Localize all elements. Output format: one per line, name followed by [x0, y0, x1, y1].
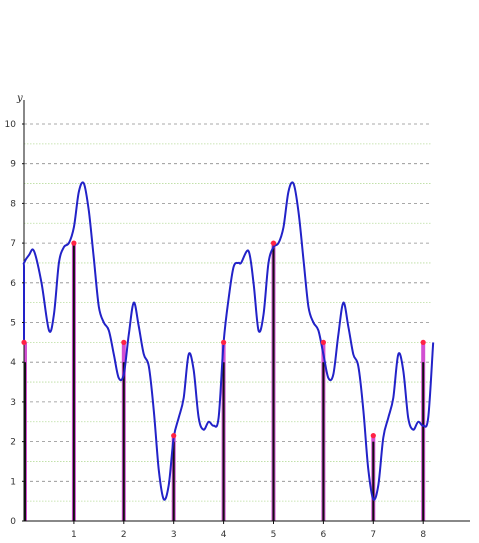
sample-point — [320, 339, 326, 345]
y-tick-label: 9 — [10, 160, 16, 170]
bar-floor — [24, 362, 26, 521]
x-tick-label: 6 — [321, 530, 327, 540]
y-tick-label: 1 — [10, 477, 16, 487]
sample-point — [71, 240, 77, 246]
y-tick-label: 5 — [10, 319, 16, 329]
sample-point — [121, 339, 127, 345]
y-tick-label: 8 — [10, 199, 16, 209]
minor-gridlines — [24, 143, 432, 502]
bar-floor — [172, 441, 175, 521]
y-tick-label: 6 — [10, 279, 16, 289]
major-gridlines — [24, 123, 432, 482]
y-tick-label: 3 — [10, 398, 16, 408]
x-tick-label: 2 — [121, 530, 127, 540]
sample-point — [270, 240, 277, 246]
axes — [23, 100, 470, 522]
y-tick-label: 2 — [10, 438, 16, 448]
y-tick-label: 0 — [10, 517, 16, 527]
y-tick-label: 4 — [10, 358, 16, 368]
bar-floor — [372, 441, 375, 521]
y-tick-label: 7 — [10, 239, 16, 249]
step-bars — [24, 243, 426, 521]
bar-floor — [72, 243, 75, 521]
y-tick-label: 10 — [5, 120, 17, 130]
bar-floor — [122, 362, 125, 521]
sample-point — [171, 433, 177, 439]
x-tick-label: 1 — [71, 530, 77, 540]
x-tick-label: 8 — [420, 530, 426, 540]
sample-points — [21, 240, 426, 439]
x-tick-label: 3 — [171, 530, 177, 540]
sample-point — [221, 339, 227, 345]
bar-floor — [272, 243, 275, 521]
bar-floor — [322, 362, 325, 521]
bar-floor — [422, 362, 425, 521]
y-axis-label: y — [16, 93, 23, 104]
x-tick-label: 7 — [370, 530, 376, 540]
bar-floor — [222, 362, 225, 521]
x-tick-label: 5 — [271, 530, 277, 540]
sample-point — [21, 339, 27, 345]
sample-point — [370, 433, 376, 439]
x-tick-label: 4 — [221, 530, 227, 540]
sample-point — [420, 339, 426, 345]
tick-labels: 0 1 2 3 4 5 6 7 8 9 10 1 2 3 4 5 6 7 8 — [5, 120, 427, 540]
